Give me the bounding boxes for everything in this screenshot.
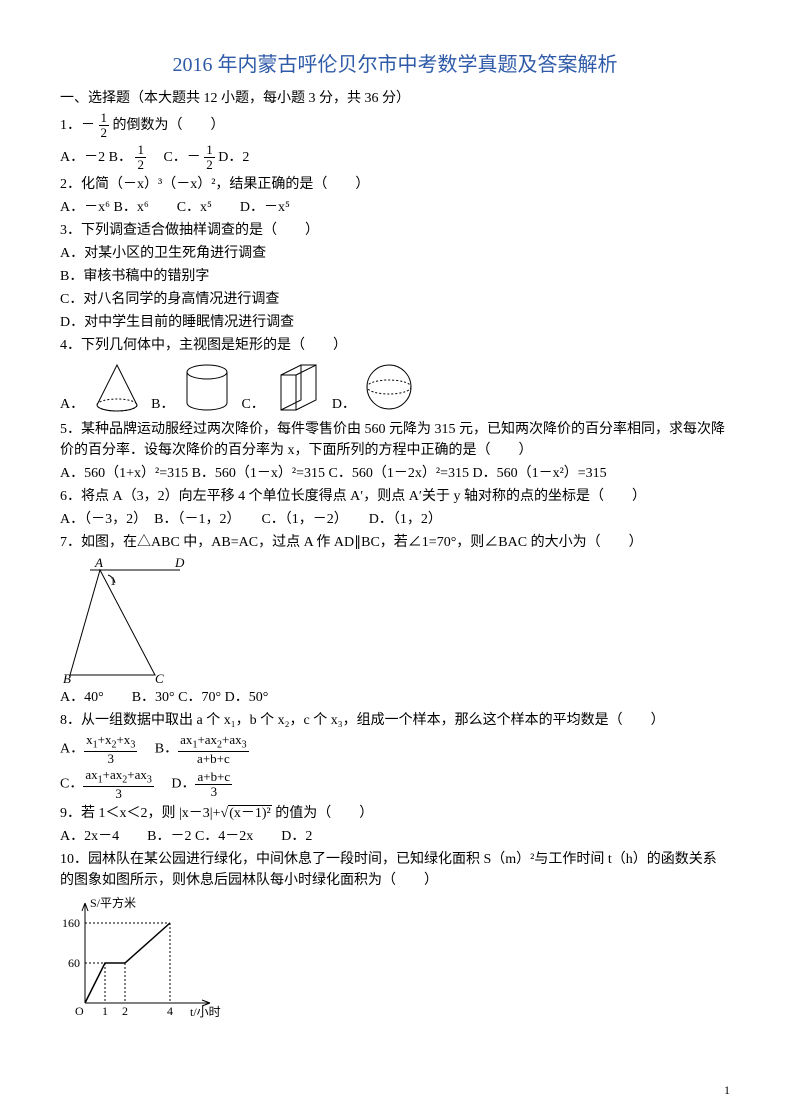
question-10: 10．园林队在某公园进行绿化，中间休息了一段时间，已知绿化面积 S（m）²与工作… — [60, 849, 730, 891]
q5-options: A．560（1+x）²=315 B．560（1－x）²=315 C．560（1－… — [60, 463, 730, 484]
prism-icon — [271, 360, 326, 415]
svg-text:C: C — [155, 671, 164, 685]
q8-options: A．x1+x2+x33 B．ax1+ax2+ax3a+b+c — [60, 733, 730, 766]
q8-options-2: C．ax1+ax2+ax33 D．a+b+c3 — [60, 768, 730, 801]
q3-opt-d: D．对中学生目前的睡眠情况进行调查 — [60, 312, 730, 333]
cone-icon — [90, 360, 145, 415]
page-number: 1 — [724, 1081, 730, 1099]
question-6: 6．将点 A（3，2）向左平移 4 个单位长度得点 A′，则点 A′关于 y 轴… — [60, 486, 730, 507]
svg-text:S/平方米: S/平方米 — [90, 895, 136, 910]
question-2: 2．化简（－x）³（－x）²，结果正确的是（ ） — [60, 174, 730, 195]
question-1: 1．－ 12 的倒数为（ ） — [60, 111, 730, 141]
q4-figures: A． B． C． D． — [60, 360, 730, 415]
q3-opt-a: A．对某小区的卫生死角进行调查 — [60, 243, 730, 264]
q7-options: A．40° B．30° C．70° D．50° — [60, 687, 730, 708]
q9-options: A．2x－4 B．－2 C．4－2x D．2 — [60, 826, 730, 847]
fraction: 12 — [204, 143, 215, 173]
svg-text:B: B — [63, 671, 71, 685]
q1-stem-a: 1．－ — [60, 118, 95, 133]
question-3: 3．下列调查适合做抽样调查的是（ ） — [60, 220, 730, 241]
question-4: 4．下列几何体中，主视图是矩形的是（ ） — [60, 335, 730, 356]
fraction: 12 — [135, 143, 146, 173]
svg-text:D: D — [174, 555, 185, 570]
cylinder-icon — [180, 360, 235, 415]
q3-opt-b: B．审核书稿中的错别字 — [60, 266, 730, 287]
q1-stem-b: 的倒数为（ ） — [113, 118, 225, 133]
svg-text:O: O — [75, 1004, 84, 1018]
fraction: 12 — [99, 111, 110, 141]
question-8: 8．从一组数据中取出 a 个 x₁，b 个 x₂，c 个 x₃，组成一个样本，那… — [60, 710, 730, 731]
q1-options: A．－2 B． 12 C．－ 12 D．2 — [60, 143, 730, 173]
svg-text:4: 4 — [167, 1004, 173, 1018]
svg-text:A: A — [94, 555, 103, 570]
svg-text:2: 2 — [122, 1004, 128, 1018]
triangle-figure: A D B C 1 — [60, 555, 200, 685]
question-7: 7．如图，在△ABC 中，AB=AC，过点 A 作 AD∥BC，若∠1=70°，… — [60, 532, 730, 553]
svg-text:60: 60 — [68, 956, 80, 970]
q6-options: A．（－3，2） B．（－1，2） C．（1，－2） D．（1，2） — [60, 509, 730, 530]
graph-figure: S/平方米 t/小时 160 60 O 1 2 4 — [60, 893, 230, 1023]
sphere-icon — [362, 360, 417, 415]
page-title: 2016 年内蒙古呼伦贝尔市中考数学真题及答案解析 — [60, 50, 730, 80]
section-header: 一、选择题（本大题共 12 小题，每小题 3 分，共 36 分） — [60, 88, 730, 109]
q3-opt-c: C．对八名同学的身高情况进行调查 — [60, 289, 730, 310]
question-5: 5．某种品牌运动服经过两次降价，每件零售价由 560 元降为 315 元，已知两… — [60, 419, 730, 461]
question-9: 9．若 1＜x＜2，则 |x－3|+√(x－1)² 的值为（ ） — [60, 803, 730, 824]
opt-d-label: D． — [332, 394, 356, 415]
opt-a-label: A． — [60, 394, 84, 415]
svg-text:160: 160 — [62, 916, 80, 930]
svg-text:1: 1 — [102, 1004, 108, 1018]
q2-options: A．－x⁶ B．x⁶ C．x⁵ D．－x⁵ — [60, 197, 730, 218]
opt-c-label: C． — [241, 394, 264, 415]
opt-b-label: B． — [151, 394, 174, 415]
svg-text:t/小时: t/小时 — [190, 1005, 221, 1019]
